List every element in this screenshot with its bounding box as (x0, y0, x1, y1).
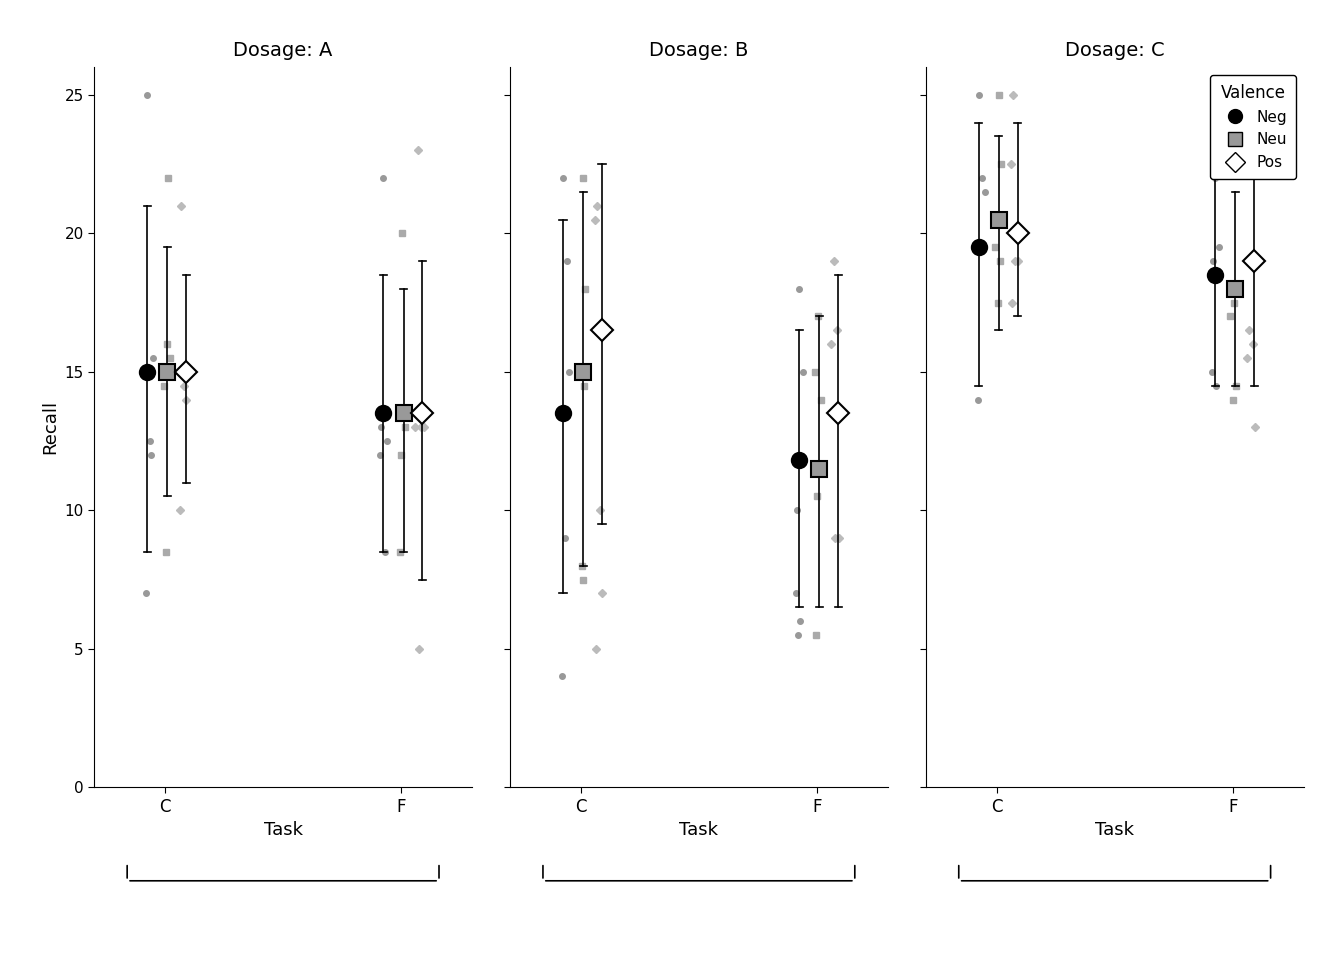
X-axis label: Task: Task (1095, 821, 1134, 839)
Legend: Neg, Neu, Pos: Neg, Neu, Pos (1211, 75, 1296, 180)
X-axis label: Task: Task (679, 821, 719, 839)
Title: Dosage: A: Dosage: A (234, 41, 333, 60)
Title: Dosage: C: Dosage: C (1064, 41, 1164, 60)
X-axis label: Task: Task (263, 821, 302, 839)
Title: Dosage: B: Dosage: B (649, 41, 749, 60)
Y-axis label: Recall: Recall (40, 400, 59, 454)
